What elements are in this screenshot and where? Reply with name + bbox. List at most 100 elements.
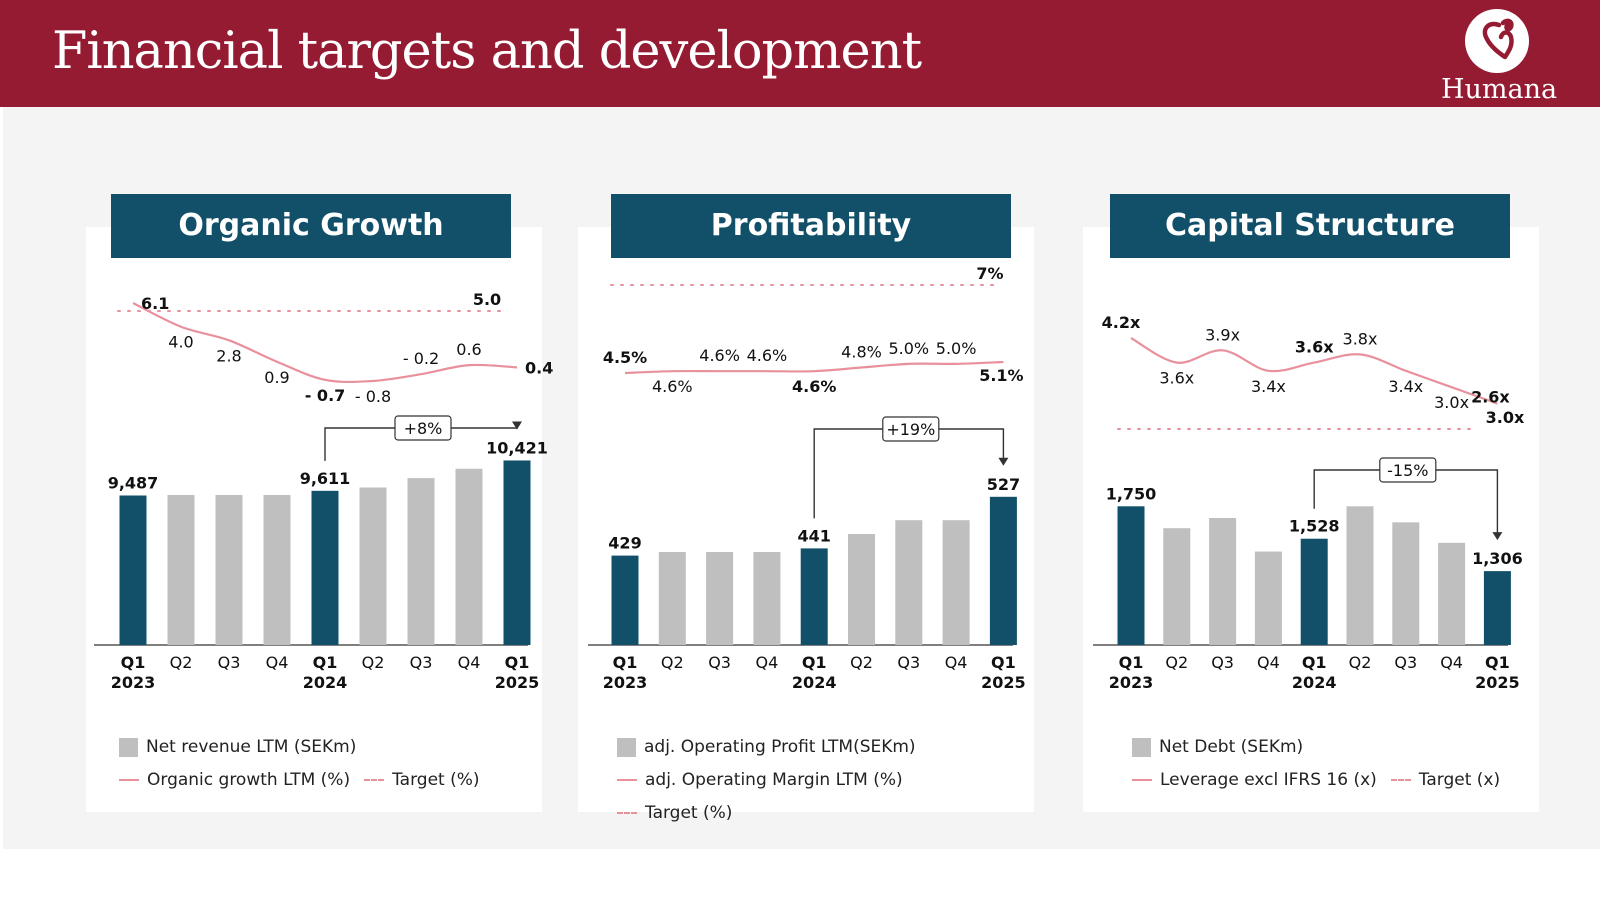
header-bar: Financial targets and development Humana (0, 0, 1600, 107)
line-label-0: 6.1 (141, 294, 169, 313)
bar-swatch (119, 737, 138, 757)
bar-1 (167, 495, 195, 645)
legend-organic-growth: Organic growth LTM (%) Target (%) (119, 770, 480, 790)
tick-label-q-1: Q2 (170, 653, 193, 672)
line-swatch (1132, 779, 1152, 781)
bar-6 (407, 478, 435, 645)
bar-0 (1117, 506, 1145, 645)
tick-label-q-0: Q1 (121, 653, 146, 672)
line-label-6: - 0.2 (403, 349, 439, 368)
line-label-1: 4.6% (652, 377, 693, 396)
line-label-7: 3.0x (1434, 393, 1469, 412)
dashed-swatch (1390, 779, 1411, 781)
legend-label: Organic growth LTM (%) (147, 770, 351, 790)
bar-2 (215, 495, 243, 645)
tick-label-year-4: 2024 (792, 673, 837, 692)
tick-label-year-4: 2024 (1292, 673, 1337, 692)
bar-1 (1163, 528, 1191, 645)
bar-8 (1483, 571, 1511, 645)
change-badge (1379, 457, 1437, 483)
legend-label: adj. Operating Margin LTM (%) (645, 770, 903, 790)
bar-8 (503, 460, 531, 645)
legend-net-revenue: Net revenue LTM (SEKm) (119, 737, 356, 757)
dashed-swatch (617, 812, 637, 814)
bar-label-4: 441 (797, 526, 830, 545)
bar-label-0: 9,487 (108, 473, 159, 492)
bar-2 (1209, 517, 1237, 645)
legend-operating-profit: adj. Operating Profit LTM(SEKm) (617, 737, 916, 757)
tick-label-year-0: 2023 (1109, 673, 1154, 692)
line-label-1: 3.6x (1159, 369, 1194, 388)
line-label-3: 4.6% (747, 346, 788, 365)
tick-label-q-5: Q2 (850, 653, 873, 672)
humana-logo-icon (1465, 9, 1529, 73)
bar-swatch (617, 737, 636, 757)
bar-7 (455, 468, 483, 645)
dashed-swatch (364, 779, 385, 781)
tick-label-q-8: Q1 (505, 653, 530, 672)
capital-structure-heading: Capital Structure (1110, 194, 1510, 258)
tick-label-year-8: 2025 (495, 673, 540, 692)
line-label-4: 4.6% (792, 377, 836, 396)
line-label-4: - 0.7 (305, 386, 346, 405)
tick-label-q-7: Q4 (458, 653, 481, 672)
change-badge (394, 415, 452, 441)
tick-label-q-4: Q1 (1302, 653, 1327, 672)
tick-label-q-8: Q1 (991, 653, 1016, 672)
bar-label-4: 1,528 (1289, 517, 1340, 536)
line-swatch (119, 779, 139, 781)
bar-label-8: 1,306 (1472, 549, 1523, 568)
tick-label-q-6: Q3 (1394, 653, 1417, 672)
legend-net-debt: Net Debt (SEKm) (1132, 737, 1303, 757)
tick-label-q-0: Q1 (1119, 653, 1144, 672)
organic-growth-heading: Organic Growth (111, 194, 511, 258)
line-label-3: 3.4x (1251, 377, 1286, 396)
legend-profitability-target: Target (%) (617, 803, 732, 823)
tick-label-year-8: 2025 (981, 673, 1026, 692)
bar-7 (1438, 542, 1466, 645)
line-label-3: 0.9 (264, 368, 289, 387)
bar-3 (753, 552, 781, 645)
bar-5 (848, 534, 875, 645)
change-label: +19% (886, 420, 935, 439)
change-label: -15% (1387, 461, 1428, 480)
tick-label-q-3: Q4 (266, 653, 289, 672)
tick-label-q-1: Q2 (661, 653, 684, 672)
tick-label-q-6: Q3 (410, 653, 433, 672)
tick-label-q-3: Q4 (756, 653, 779, 672)
bar-0 (611, 555, 639, 645)
line-label-5: 3.8x (1343, 329, 1378, 348)
change-arrow-head (512, 421, 522, 430)
tick-label-year-0: 2023 (111, 673, 156, 692)
bar-0 (119, 495, 147, 645)
tick-label-q-6: Q3 (897, 653, 920, 672)
bar-6 (1392, 522, 1420, 645)
bar-label-8: 10,421 (486, 438, 548, 457)
legend-label: Target (%) (645, 803, 733, 823)
series-line (132, 302, 518, 384)
legend-label: Leverage excl IFRS 16 (x) (1160, 770, 1377, 790)
tick-label-q-7: Q4 (945, 653, 968, 672)
tick-label-q-3: Q4 (1257, 653, 1280, 672)
tick-label-q-2: Q3 (1211, 653, 1234, 672)
line-label-2: 4.6% (699, 346, 740, 365)
legend-label: adj. Operating Profit LTM(SEKm) (644, 737, 916, 757)
bar-3 (1254, 551, 1282, 645)
tick-label-q-2: Q3 (218, 653, 241, 672)
legend-leverage: Leverage excl IFRS 16 (x) Target (x) (1132, 770, 1500, 790)
legend-label: Target (%) (392, 770, 480, 790)
tick-label-q-4: Q1 (802, 653, 827, 672)
line-label-2: 3.9x (1205, 325, 1240, 344)
series-line (624, 360, 1004, 375)
tick-label-year-8: 2025 (1475, 673, 1520, 692)
tick-label-q-7: Q4 (1440, 653, 1463, 672)
line-label-8: 2.6x (1471, 388, 1510, 407)
tick-label-q-1: Q2 (1165, 653, 1188, 672)
tick-label-year-4: 2024 (303, 673, 348, 692)
bar-swatch (1132, 737, 1151, 757)
tick-label-q-0: Q1 (613, 653, 638, 672)
bar-7 (942, 520, 970, 645)
target-label: 5.0 (473, 290, 501, 309)
